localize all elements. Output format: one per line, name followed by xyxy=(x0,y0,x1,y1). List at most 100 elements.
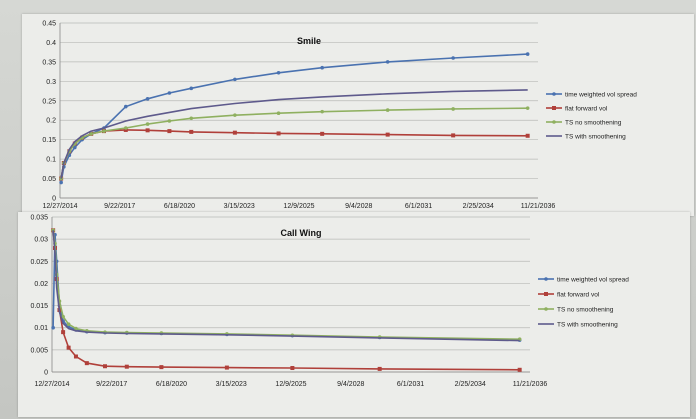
data-point-flat_forward xyxy=(224,365,229,370)
data-point-flat_forward xyxy=(276,131,281,136)
legend-label-time_weighted: time weighted vol spread xyxy=(565,92,637,99)
y-tick-label: 0.03 xyxy=(34,237,48,244)
data-point-time_weighted xyxy=(451,56,455,60)
y-tick-label: 0.3 xyxy=(46,79,56,86)
x-tick-label: 3/15/2023 xyxy=(216,381,247,388)
y-tick-label: 0.025 xyxy=(30,259,48,266)
data-point-time_weighted xyxy=(59,180,63,185)
series-line-ts_no_smooth xyxy=(60,107,528,179)
data-point-flat_forward xyxy=(377,366,382,371)
series-line-flat_forward xyxy=(52,230,520,371)
data-point-flat_forward xyxy=(159,365,164,370)
y-tick-label: 0.005 xyxy=(30,347,48,354)
x-tick-label: 6/18/2020 xyxy=(156,381,187,388)
legend-marker-ts_no_smooth xyxy=(552,120,556,124)
data-point-flat_forward xyxy=(123,127,128,132)
data-point-flat_forward xyxy=(102,364,107,369)
legend-label-ts_no_smooth: TS no smoothening xyxy=(557,307,614,314)
data-point-flat_forward xyxy=(145,128,150,133)
data-point-flat_forward xyxy=(451,133,456,138)
data-point-ts_no_smooth xyxy=(123,126,128,130)
legend-label-flat_forward: flat forward vol xyxy=(565,106,608,113)
y-tick-label: 0.01 xyxy=(34,325,48,332)
y-tick-label: 0.015 xyxy=(30,303,48,310)
data-point-time_weighted xyxy=(276,70,281,75)
series-line-flat_forward xyxy=(60,129,528,179)
data-point-time_weighted xyxy=(145,97,150,101)
y-tick-label: 0.45 xyxy=(42,21,56,28)
legend-label-time_weighted: time weighted vol spread xyxy=(557,277,629,284)
data-point-ts_no_smooth xyxy=(276,111,281,116)
data-point-time_weighted xyxy=(189,86,194,91)
data-point-ts_no_smooth xyxy=(320,109,324,114)
data-point-flat_forward xyxy=(525,133,530,138)
y-tick-label: 0 xyxy=(52,196,56,203)
y-tick-label: 0.2 xyxy=(46,118,56,125)
data-point-time_weighted xyxy=(385,60,390,64)
data-point-time_weighted xyxy=(233,77,237,82)
data-point-ts_no_smooth xyxy=(525,106,530,110)
series-line-ts_smooth xyxy=(52,230,520,342)
data-point-ts_no_smooth xyxy=(66,322,71,326)
data-point-ts_no_smooth xyxy=(233,113,237,117)
x-tick-label: 3/15/2023 xyxy=(224,203,255,210)
data-point-ts_no_smooth xyxy=(89,132,93,136)
series-line-ts_smooth xyxy=(60,89,528,179)
data-point-flat_forward xyxy=(61,330,66,335)
data-point-ts_no_smooth xyxy=(189,116,194,121)
data-point-ts_no_smooth xyxy=(385,108,390,112)
x-tick-label: 9/22/2017 xyxy=(96,381,127,388)
data-point-time_weighted xyxy=(320,65,324,70)
y-tick-label: 0.1 xyxy=(46,157,56,164)
x-tick-label: 12/9/2025 xyxy=(283,203,314,210)
x-tick-label: 12/27/2014 xyxy=(42,203,77,210)
y-tick-label: 0.05 xyxy=(42,176,56,183)
data-point-flat_forward xyxy=(189,129,194,134)
legend-marker-time_weighted xyxy=(552,92,556,96)
data-point-ts_no_smooth xyxy=(102,129,106,133)
call-wing-chart: 0 0.005 0.01 0.015 0.02 0.025 0.03 0.035 12/27/2… xyxy=(30,215,629,389)
data-point-ts_no_smooth xyxy=(145,122,150,126)
data-point-time_weighted xyxy=(123,104,128,109)
x-tick-label: 11/21/2036 xyxy=(521,203,556,210)
data-point-time_weighted xyxy=(525,52,530,56)
series-line-time_weighted xyxy=(52,233,520,341)
data-point-flat_forward xyxy=(320,131,325,136)
x-tick-label: 9/4/2028 xyxy=(337,381,364,388)
smile-chart-panel: 0 0.05 0.1 0.15 0.2 0.25 0.3 0.35 0.4 0.45 12/27/2… xyxy=(22,14,694,216)
data-point-flat_forward xyxy=(385,132,390,137)
x-tick-label: 9/4/2028 xyxy=(345,203,372,210)
data-point-ts_no_smooth xyxy=(451,107,455,111)
data-point-flat_forward xyxy=(124,364,129,369)
legend-marker-ts_no_smooth xyxy=(544,307,548,311)
legend-marker-time_weighted xyxy=(544,277,548,281)
data-point-ts_no_smooth xyxy=(51,228,55,233)
data-point-flat_forward xyxy=(290,366,295,371)
legend-label-ts_smooth: TS with smoothening xyxy=(557,322,618,329)
x-tick-label: 11/21/2036 xyxy=(513,381,548,388)
y-tick-label: 0.25 xyxy=(42,98,56,105)
series-line-ts_no_smooth xyxy=(52,230,520,340)
y-tick-label: 0.35 xyxy=(42,59,56,66)
data-point-ts_no_smooth xyxy=(74,326,78,331)
legend-label-ts_no_smooth: TS no smoothening xyxy=(565,120,622,127)
data-point-flat_forward xyxy=(66,345,71,350)
y-tick-label: 0.035 xyxy=(30,215,48,222)
y-tick-label: 0.4 xyxy=(46,40,56,47)
chart-title: Smile xyxy=(297,36,321,46)
x-tick-label: 6/1/2031 xyxy=(405,203,432,210)
data-point-flat_forward xyxy=(232,130,237,135)
data-point-ts_no_smooth xyxy=(61,314,65,319)
data-point-time_weighted xyxy=(167,91,172,95)
series-line-time_weighted xyxy=(60,53,528,183)
y-tick-label: 0.02 xyxy=(34,281,48,288)
data-point-flat_forward xyxy=(167,129,172,134)
x-tick-label: 12/9/2025 xyxy=(275,381,306,388)
x-tick-label: 2/25/2034 xyxy=(463,203,494,210)
legend-marker-flat_forward xyxy=(552,106,556,110)
data-point-time_weighted xyxy=(73,145,77,150)
data-point-flat_forward xyxy=(517,367,522,372)
y-tick-label: 0 xyxy=(44,370,48,377)
data-point-time_weighted xyxy=(51,325,55,330)
